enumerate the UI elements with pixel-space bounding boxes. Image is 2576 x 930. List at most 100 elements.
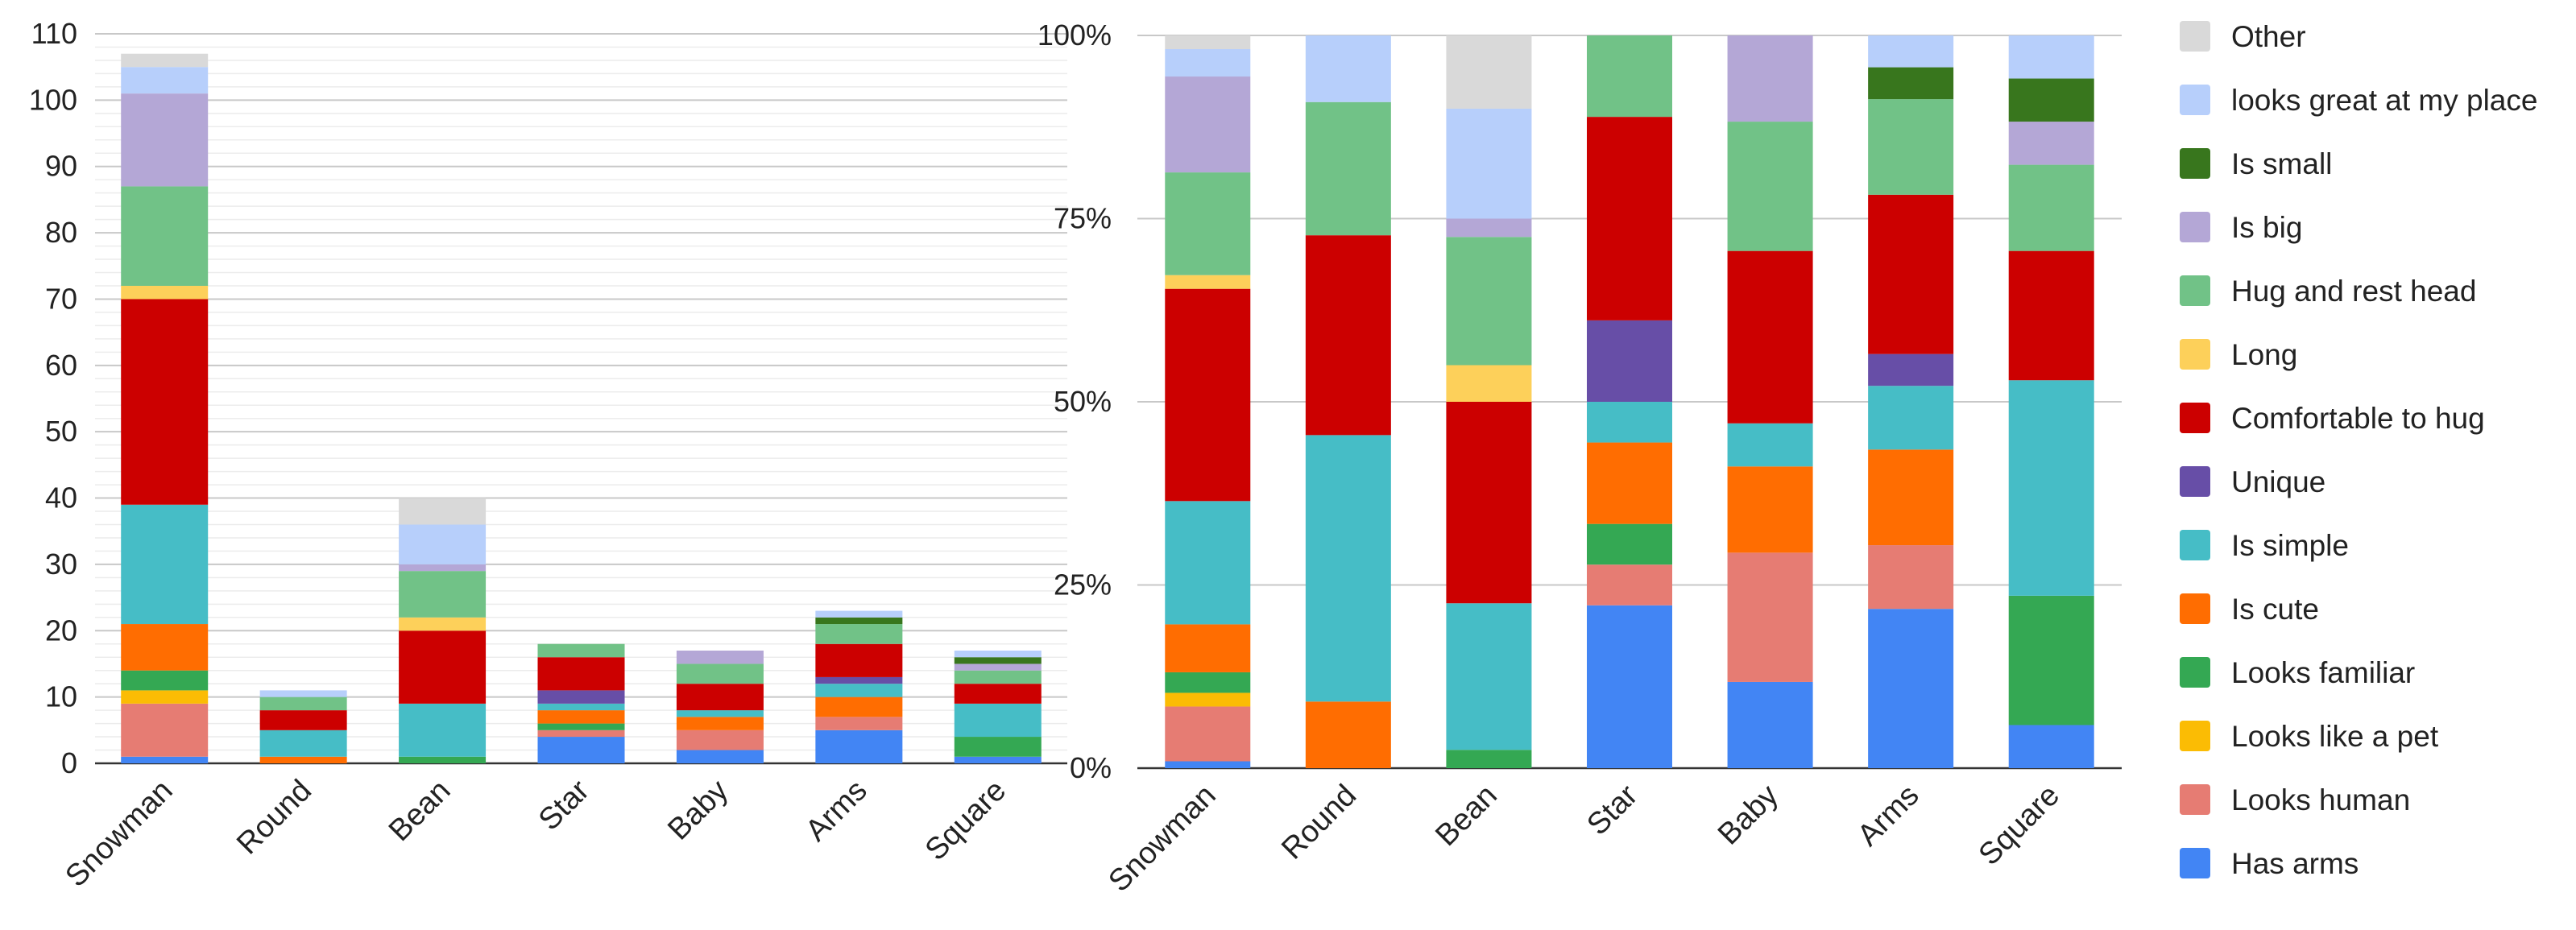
bar-segment-star-looks-human <box>537 730 625 738</box>
legend-swatch-looks-familiar <box>2180 657 2210 688</box>
pct-bar-segment-star-unique <box>1587 320 1672 402</box>
pct-bar-segment-bean-looks-familiar <box>1446 750 1532 768</box>
bar-segment-square-hug-and-rest-head <box>954 670 1042 684</box>
pct-bar-segment-snowman-is-big <box>1165 76 1251 173</box>
bar-segment-arms-comfortable-to-hug <box>815 643 903 677</box>
legend-swatch-is-small <box>2180 148 2210 179</box>
pct-bar-segment-square-is-simple <box>2008 380 2094 596</box>
bar-segment-star-looks-familiar <box>537 723 625 730</box>
y-tick-label: 60 <box>45 349 77 382</box>
x-tick-label: Round <box>230 774 318 862</box>
legend: Other looks great at my place Is small Is b… <box>2180 20 2537 880</box>
pct-bar-segment-snowman-is-simple <box>1165 501 1251 625</box>
y-tick-label: 50% <box>1054 385 1112 418</box>
x-tick-label: Bean <box>383 774 457 848</box>
bar-segment-star-comfortable-to-hug <box>537 657 625 691</box>
pct-bar-segment-arms-looks-human <box>1868 545 1954 610</box>
legend-label-is-small: Is small <box>2231 147 2332 180</box>
bar-segment-arms-is-small <box>815 617 903 625</box>
bar-segment-arms-is-cute <box>815 696 903 717</box>
pct-bar-segment-round-is-cute <box>1305 701 1391 768</box>
pct-bar-segment-star-comfortable-to-hug <box>1587 117 1672 320</box>
bar-segment-baby-comfortable-to-hug <box>676 684 764 711</box>
bar-segment-snowman-looks-great-at-my-place <box>121 67 209 94</box>
pct-bar-segment-square-is-big <box>2008 122 2094 165</box>
pct-bar-segment-bean-looks-great-at-my-place <box>1446 109 1532 219</box>
bar-segment-snowman-long <box>121 285 209 300</box>
y-tick-label: 50 <box>45 415 77 448</box>
legend-swatch-is-simple <box>2180 530 2210 560</box>
bar-segment-star-is-cute <box>537 710 625 724</box>
bar-segment-snowman-looks-familiar <box>121 670 209 691</box>
pct-bar-segment-star-is-simple <box>1587 402 1672 443</box>
legend-label-comfortable-to-hug: Comfortable to hug <box>2231 402 2485 435</box>
pct-bar-segment-snowman-is-cute <box>1165 624 1251 672</box>
pct-bar-segment-star-is-cute <box>1587 442 1672 524</box>
x-tick-label: Baby <box>1712 779 1785 852</box>
pct-bar-segment-snowman-other <box>1165 35 1251 50</box>
bar-segment-snowman-comfortable-to-hug <box>121 299 209 505</box>
bar-segment-bean-is-simple <box>399 703 487 757</box>
legend-swatch-has-arms <box>2180 848 2210 878</box>
y-tick-label: 90 <box>45 150 77 183</box>
legend-label-looks-like-a-pet: Looks like a pet <box>2231 720 2439 753</box>
x-tick-label: Bean <box>1429 779 1503 853</box>
pct-bar-segment-bean-is-big <box>1446 218 1532 238</box>
pct-bar-segment-star-has-arms <box>1587 605 1672 768</box>
y-tick-label: 80 <box>45 216 77 249</box>
bar-segment-baby-is-big <box>676 650 764 664</box>
pct-bar-segment-bean-other <box>1446 35 1532 109</box>
pct-bar-segment-arms-comfortable-to-hug <box>1868 194 1954 354</box>
bar-segment-square-comfortable-to-hug <box>954 684 1042 704</box>
x-tick-label: Snowman <box>1102 779 1222 899</box>
legend-label-is-cute: Is cute <box>2231 593 2319 626</box>
bar-segment-arms-has-arms <box>815 730 903 763</box>
pct-bar-segment-bean-is-simple <box>1446 603 1532 750</box>
bar-segment-round-hug-and-rest-head <box>259 696 347 711</box>
x-tick-label: Arms <box>1851 779 1925 853</box>
pct-bar-segment-baby-is-simple <box>1727 423 1813 467</box>
y-tick-label: 110 <box>31 17 77 50</box>
pct-bar-segment-snowman-hug-and-rest-head <box>1165 172 1251 275</box>
y-tick-label: 40 <box>45 482 77 515</box>
bar-segment-square-looks-familiar <box>954 737 1042 757</box>
x-tick-label: Square <box>1973 779 2066 872</box>
pct-bar-segment-round-looks-great-at-my-place <box>1305 35 1391 102</box>
y-tick-label: 100% <box>1037 19 1112 52</box>
bar-segment-round-comfortable-to-hug <box>259 710 347 730</box>
legend-label-has-arms: Has arms <box>2231 847 2359 880</box>
bar-segment-bean-long <box>399 617 487 631</box>
pct-bar-segment-square-is-small <box>2008 78 2094 122</box>
y-tick-label: 70 <box>45 282 77 315</box>
pct-bar-segment-arms-is-simple <box>1868 386 1954 450</box>
pct-bar-segment-star-looks-human <box>1587 564 1672 606</box>
bar-segment-square-is-small <box>954 657 1042 664</box>
x-tick-label: Round <box>1275 779 1363 866</box>
bar-segment-bean-looks-familiar <box>399 756 487 763</box>
bar-segment-snowman-looks-human <box>121 703 209 757</box>
absolute-stacked-bar-chart: 0 10 20 30 40 50 60 70 80 90 100 110 Snowman Round Bea… <box>29 17 1067 894</box>
pct-bar-segment-square-has-arms <box>2008 725 2094 768</box>
y-tick-label: 20 <box>45 614 77 647</box>
bar-segment-snowman-has-arms <box>121 756 209 763</box>
legend-swatch-other <box>2180 21 2210 52</box>
pct-bar-segment-round-hug-and-rest-head <box>1305 101 1391 236</box>
x-tick-label: Star <box>532 773 596 837</box>
pct-bar-segment-baby-looks-human <box>1727 552 1813 682</box>
pct-bar-segment-round-is-simple <box>1305 435 1391 702</box>
legend-label-other: Other <box>2231 20 2306 53</box>
bar-segment-square-has-arms <box>954 756 1042 763</box>
pct-bar-segment-bean-hug-and-rest-head <box>1446 237 1532 366</box>
pct-bar-segment-bean-comfortable-to-hug <box>1446 402 1532 604</box>
bar-segment-arms-is-simple <box>815 684 903 697</box>
pct-bar-segment-arms-has-arms <box>1868 609 1954 768</box>
bar-segment-snowman-looks-like-a-pet <box>121 690 209 704</box>
pct-bar-segment-star-looks-familiar <box>1587 523 1672 565</box>
bar-segment-baby-hug-and-rest-head <box>676 663 764 684</box>
legend-swatch-looks-great-at-my-place <box>2180 85 2210 115</box>
y-tick-label: 10 <box>45 680 77 713</box>
y-tick-label: 25% <box>1054 568 1112 601</box>
bar-segment-square-looks-great-at-my-place <box>954 650 1042 658</box>
bar-segment-star-has-arms <box>537 737 625 763</box>
